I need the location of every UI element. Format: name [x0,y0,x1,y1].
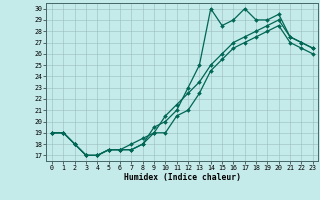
X-axis label: Humidex (Indice chaleur): Humidex (Indice chaleur) [124,173,241,182]
